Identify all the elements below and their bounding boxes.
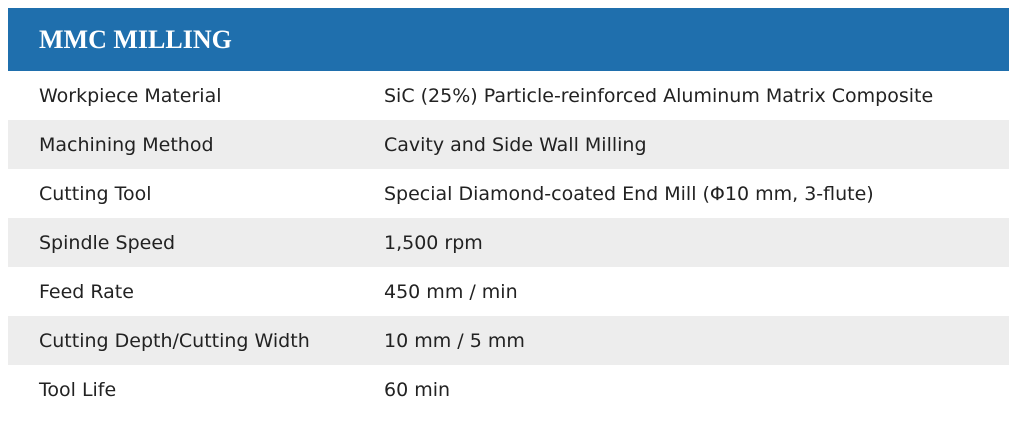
table-row: Workpiece Material SiC (25%) Particle-rei… [8, 71, 1009, 120]
table: Workpiece Material SiC (25%) Particle-rei… [8, 71, 1009, 414]
cell-value: SiC (25%) Particle-reinforced Aluminum M… [384, 84, 934, 107]
cell-label: Workpiece Material [39, 84, 222, 107]
table-row: Cutting Tool Special Diamond-coated End M… [8, 169, 1009, 218]
cell-label: Feed Rate [39, 280, 134, 303]
table-row: Tool Life 60 min [8, 365, 1009, 414]
cell-value: Special Diamond-coated End Mill (Φ10 mm,… [384, 182, 874, 205]
table-row: Spindle Speed 1,500 rpm [8, 218, 1009, 267]
cell-label: Tool Life [39, 378, 117, 401]
table-row: Feed Rate 450 mm / min [8, 267, 1009, 316]
table-row: Machining Method Cavity and Side Wall Mil… [8, 120, 1009, 169]
header-title: MMC MILLING [8, 8, 1009, 71]
cell-value: 10 mm / 5 mm [384, 329, 525, 352]
cell-value: 1,500 rpm [384, 231, 483, 254]
cell-label: Cutting Tool [39, 182, 152, 205]
page: MMC MILLING Workpiece Material SiC (25%) … [8, 8, 1009, 414]
cell-label: Spindle Speed [39, 231, 176, 254]
cell-value: 60 min [384, 378, 451, 401]
table-row: Cutting Depth/Cutting Width 10 mm / 5 mm [8, 316, 1009, 365]
cell-value: 450 mm / min [384, 280, 518, 303]
cell-label: Cutting Depth/Cutting Width [39, 329, 310, 352]
cell-value: Cavity and Side Wall Milling [384, 133, 647, 156]
cell-label: Machining Method [39, 133, 214, 156]
